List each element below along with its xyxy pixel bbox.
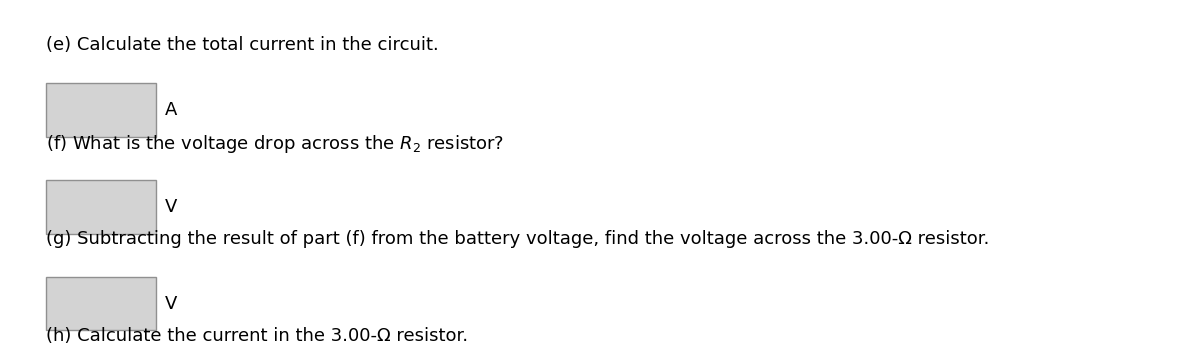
Text: V: V xyxy=(164,198,176,216)
FancyBboxPatch shape xyxy=(46,83,156,137)
Text: V: V xyxy=(164,294,176,313)
Text: (f) What is the voltage drop across the $R_2$ resistor?: (f) What is the voltage drop across the … xyxy=(46,133,504,155)
Text: (e) Calculate the total current in the circuit.: (e) Calculate the total current in the c… xyxy=(46,36,438,54)
Text: A: A xyxy=(164,101,176,119)
Text: (g) Subtracting the result of part (f) from the battery voltage, find the voltag: (g) Subtracting the result of part (f) f… xyxy=(46,230,989,248)
FancyBboxPatch shape xyxy=(46,277,156,330)
Text: (h) Calculate the current in the 3.00-Ω resistor.: (h) Calculate the current in the 3.00-Ω … xyxy=(46,327,468,345)
FancyBboxPatch shape xyxy=(46,180,156,234)
